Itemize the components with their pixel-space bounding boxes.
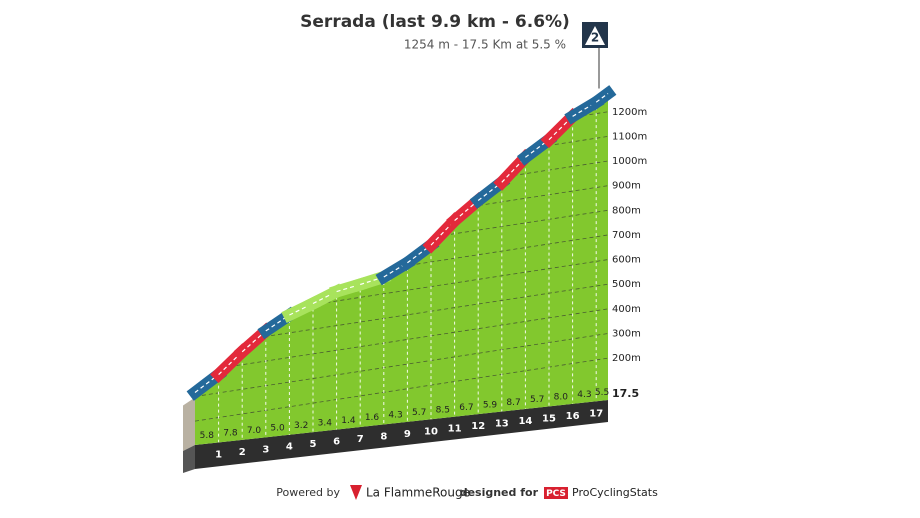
- footer-brand: La FlammeRouge: [366, 486, 470, 500]
- y-tick-label: 300m: [612, 328, 641, 339]
- gradient-label: 4.3: [577, 390, 591, 400]
- y-tick-label: 500m: [612, 279, 641, 290]
- gradient-label: 4.3: [388, 411, 402, 421]
- gradient-label: 5.7: [412, 408, 426, 418]
- chart-title: Serrada (last 9.9 km - 6.6%): [300, 12, 570, 32]
- badge-mountain: [585, 26, 605, 45]
- gradient-label: 5.8: [200, 431, 215, 441]
- profile-side: [183, 397, 195, 451]
- y-tick-label: 1100m: [612, 131, 647, 142]
- x-tick-label: 15: [542, 413, 556, 424]
- y-tick-label: 1000m: [612, 156, 647, 167]
- x-tick-label: 13: [495, 419, 509, 430]
- x-end-label: 17.5: [612, 387, 639, 400]
- band-centerline: [595, 92, 609, 103]
- x-tick-label: 6: [333, 437, 340, 448]
- x-tick-label: 16: [566, 411, 580, 422]
- gradient-label: 5.7: [530, 395, 544, 405]
- x-tick-label: 3: [262, 444, 269, 455]
- y-tick-label: 400m: [612, 304, 641, 315]
- badge-number: 2: [591, 31, 599, 45]
- gradient-label: 7.8: [223, 429, 238, 439]
- x-tick-label: 7: [357, 434, 364, 445]
- pcs-logo: PCS: [546, 489, 566, 499]
- y-tick-label: 200m: [612, 353, 641, 364]
- x-tick-label: 17: [589, 408, 603, 419]
- gradient-label: 5.5: [595, 388, 609, 398]
- gradient-label: 8.0: [554, 393, 569, 403]
- x-tick-label: 8: [380, 431, 387, 442]
- band-centerline: [218, 351, 243, 376]
- gradient-label: 1.6: [365, 413, 380, 423]
- y-tick-label: 800m: [612, 205, 641, 216]
- x-tick-label: 2: [239, 447, 246, 458]
- gradient-label: 1.4: [341, 416, 356, 426]
- x-tick-label: 4: [286, 442, 293, 453]
- climb-badge: 2: [582, 22, 608, 48]
- gradient-label: 5.9: [483, 400, 498, 410]
- y-tick-label: 700m: [612, 230, 641, 241]
- band-centerline: [548, 115, 574, 141]
- footer-powered: Powered by: [276, 486, 340, 499]
- pcs-logo-box: [544, 487, 568, 499]
- gradient-label: 6.7: [459, 403, 473, 413]
- footer-pcs: ProCyclingStats: [572, 486, 658, 499]
- gradient-label: 8.5: [436, 406, 450, 416]
- gradient-label: 7.0: [247, 426, 262, 436]
- gradient-label: 8.7: [506, 398, 520, 408]
- brand-logo: [350, 485, 362, 500]
- profile-base: [195, 400, 608, 469]
- x-tick-label: 11: [448, 424, 462, 435]
- x-tick-label: 5: [310, 439, 317, 450]
- x-tick-label: 14: [518, 416, 532, 427]
- footer-designed: designed for: [460, 486, 539, 499]
- gradient-label: 3.2: [294, 421, 308, 431]
- y-tick-label: 600m: [612, 255, 641, 266]
- band-centerline: [454, 200, 479, 222]
- x-tick-label: 10: [424, 426, 438, 437]
- gradient-label: 5.0: [270, 424, 285, 434]
- x-tick-label: 1: [215, 449, 222, 460]
- y-tick-label: 900m: [612, 181, 641, 192]
- footer: Powered by La FlammeRouge designed for P…: [276, 485, 658, 500]
- x-tick-label: 12: [471, 421, 485, 432]
- band-centerline: [241, 330, 267, 353]
- profile: 200m300m400m500m600m700m800m900m1000m110…: [183, 48, 647, 473]
- y-tick-label: 1200m: [612, 107, 647, 118]
- gradient-label: 3.4: [318, 418, 333, 428]
- profile-base-side: [183, 445, 195, 473]
- grid: [195, 107, 608, 443]
- chart-subtitle: 1254 m - 17.5 Km at 5.5 %: [404, 38, 566, 52]
- x-tick-label: 9: [404, 429, 411, 440]
